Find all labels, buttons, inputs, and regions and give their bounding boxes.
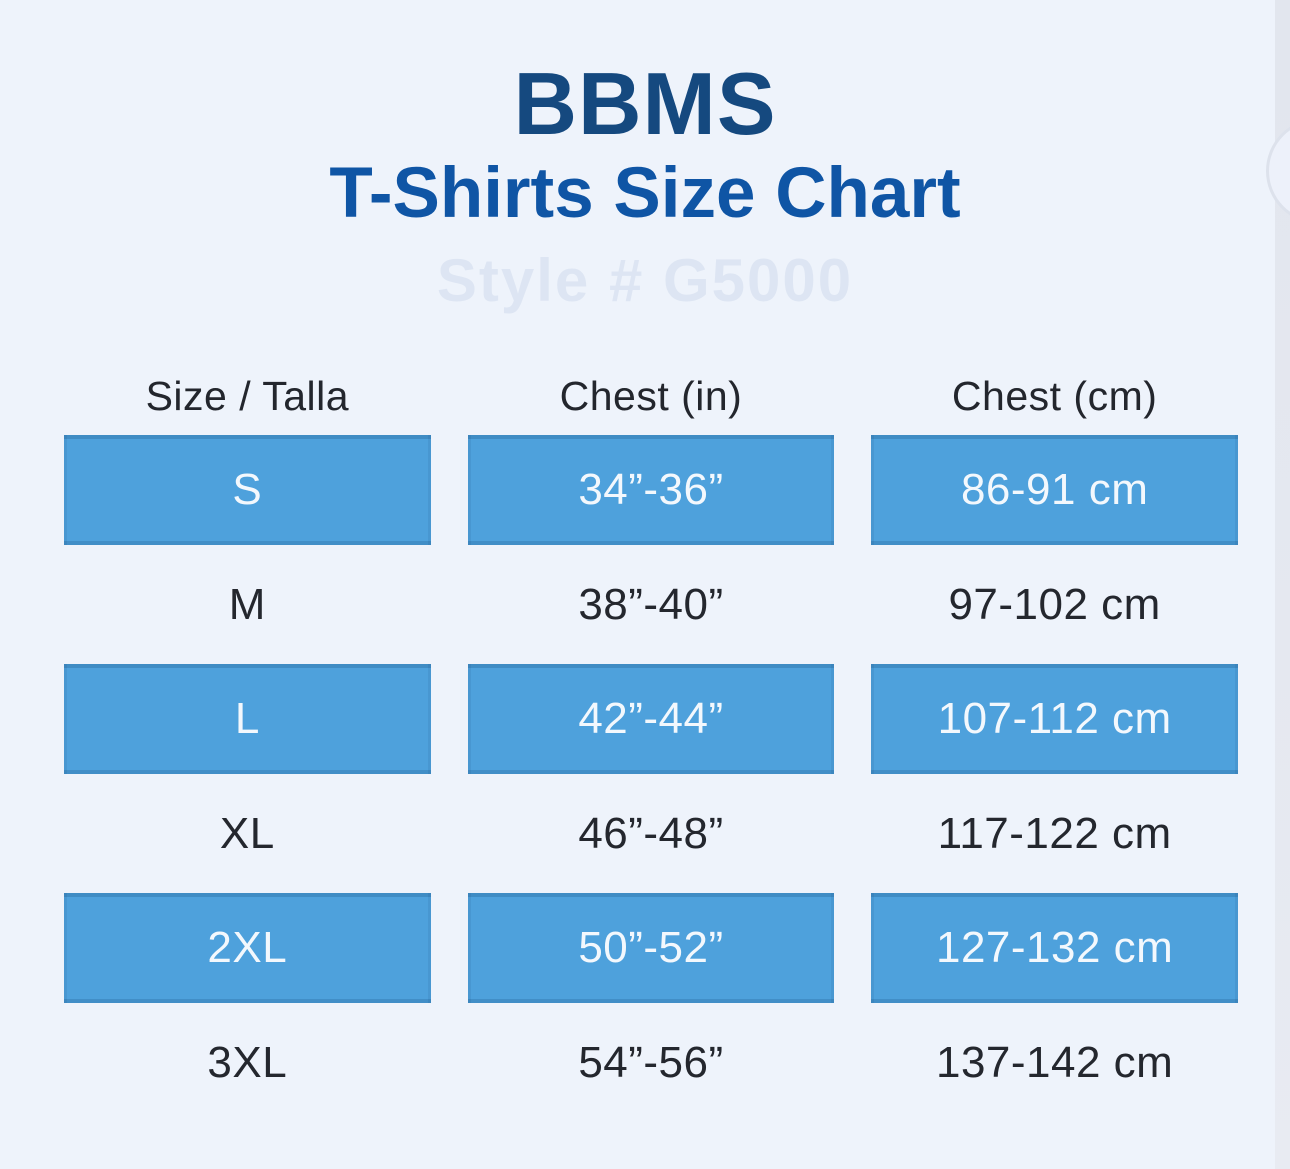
brand-title: BBMS xyxy=(513,54,777,153)
table-header-row: Size / Talla Chest (in) Chest (cm) xyxy=(64,357,1238,435)
style-number-watermark: Style # G5000 xyxy=(436,247,854,314)
size-cell: XL xyxy=(219,808,275,858)
table-row-l: L 42”-44” 107-112 cm xyxy=(64,664,1238,774)
size-cell: 2XL xyxy=(64,893,431,1003)
size-table: Size / Talla Chest (in) Chest (cm) S 34”… xyxy=(64,357,1238,1122)
chest-cm-cell: 117-122 cm xyxy=(937,808,1172,858)
column-header-chest-cm: Chest (cm) xyxy=(951,372,1158,419)
chest-in-cell: 38”-40” xyxy=(578,579,724,629)
size-cell: L xyxy=(64,664,431,774)
table-row-xl: XL 46”-48” 117-122 cm xyxy=(64,774,1238,893)
chest-in-cell: 46”-48” xyxy=(578,808,724,858)
size-cell: 3XL xyxy=(207,1037,288,1087)
chest-in-cell: 42”-44” xyxy=(467,664,835,774)
chest-cm-cell: 137-142 cm xyxy=(935,1037,1174,1087)
chest-cm-cell: 97-102 cm xyxy=(948,579,1161,629)
chest-in-cell: 54”-56” xyxy=(578,1037,724,1087)
table-row-s: S 34”-36” 86-91 cm xyxy=(64,435,1238,545)
size-cell: M xyxy=(228,579,266,629)
chest-in-cell: 50”-52” xyxy=(467,893,835,1003)
right-edge-strip xyxy=(1275,0,1290,1169)
chest-cm-cell: 86-91 cm xyxy=(871,435,1238,545)
table-row-2xl: 2XL 50”-52” 127-132 cm xyxy=(64,893,1238,1003)
size-cell: S xyxy=(64,435,431,545)
chest-cm-cell: 127-132 cm xyxy=(871,893,1238,1003)
chest-cm-cell: 107-112 cm xyxy=(871,664,1238,774)
table-row-3xl: 3XL 54”-56” 137-142 cm xyxy=(64,1003,1238,1122)
column-header-size: Size / Talla xyxy=(145,372,350,419)
table-row-m: M 38”-40” 97-102 cm xyxy=(64,545,1238,664)
page-title: T-Shirts Size Chart xyxy=(329,154,961,233)
column-header-chest-in: Chest (in) xyxy=(559,372,743,419)
chest-in-cell: 34”-36” xyxy=(467,435,835,545)
